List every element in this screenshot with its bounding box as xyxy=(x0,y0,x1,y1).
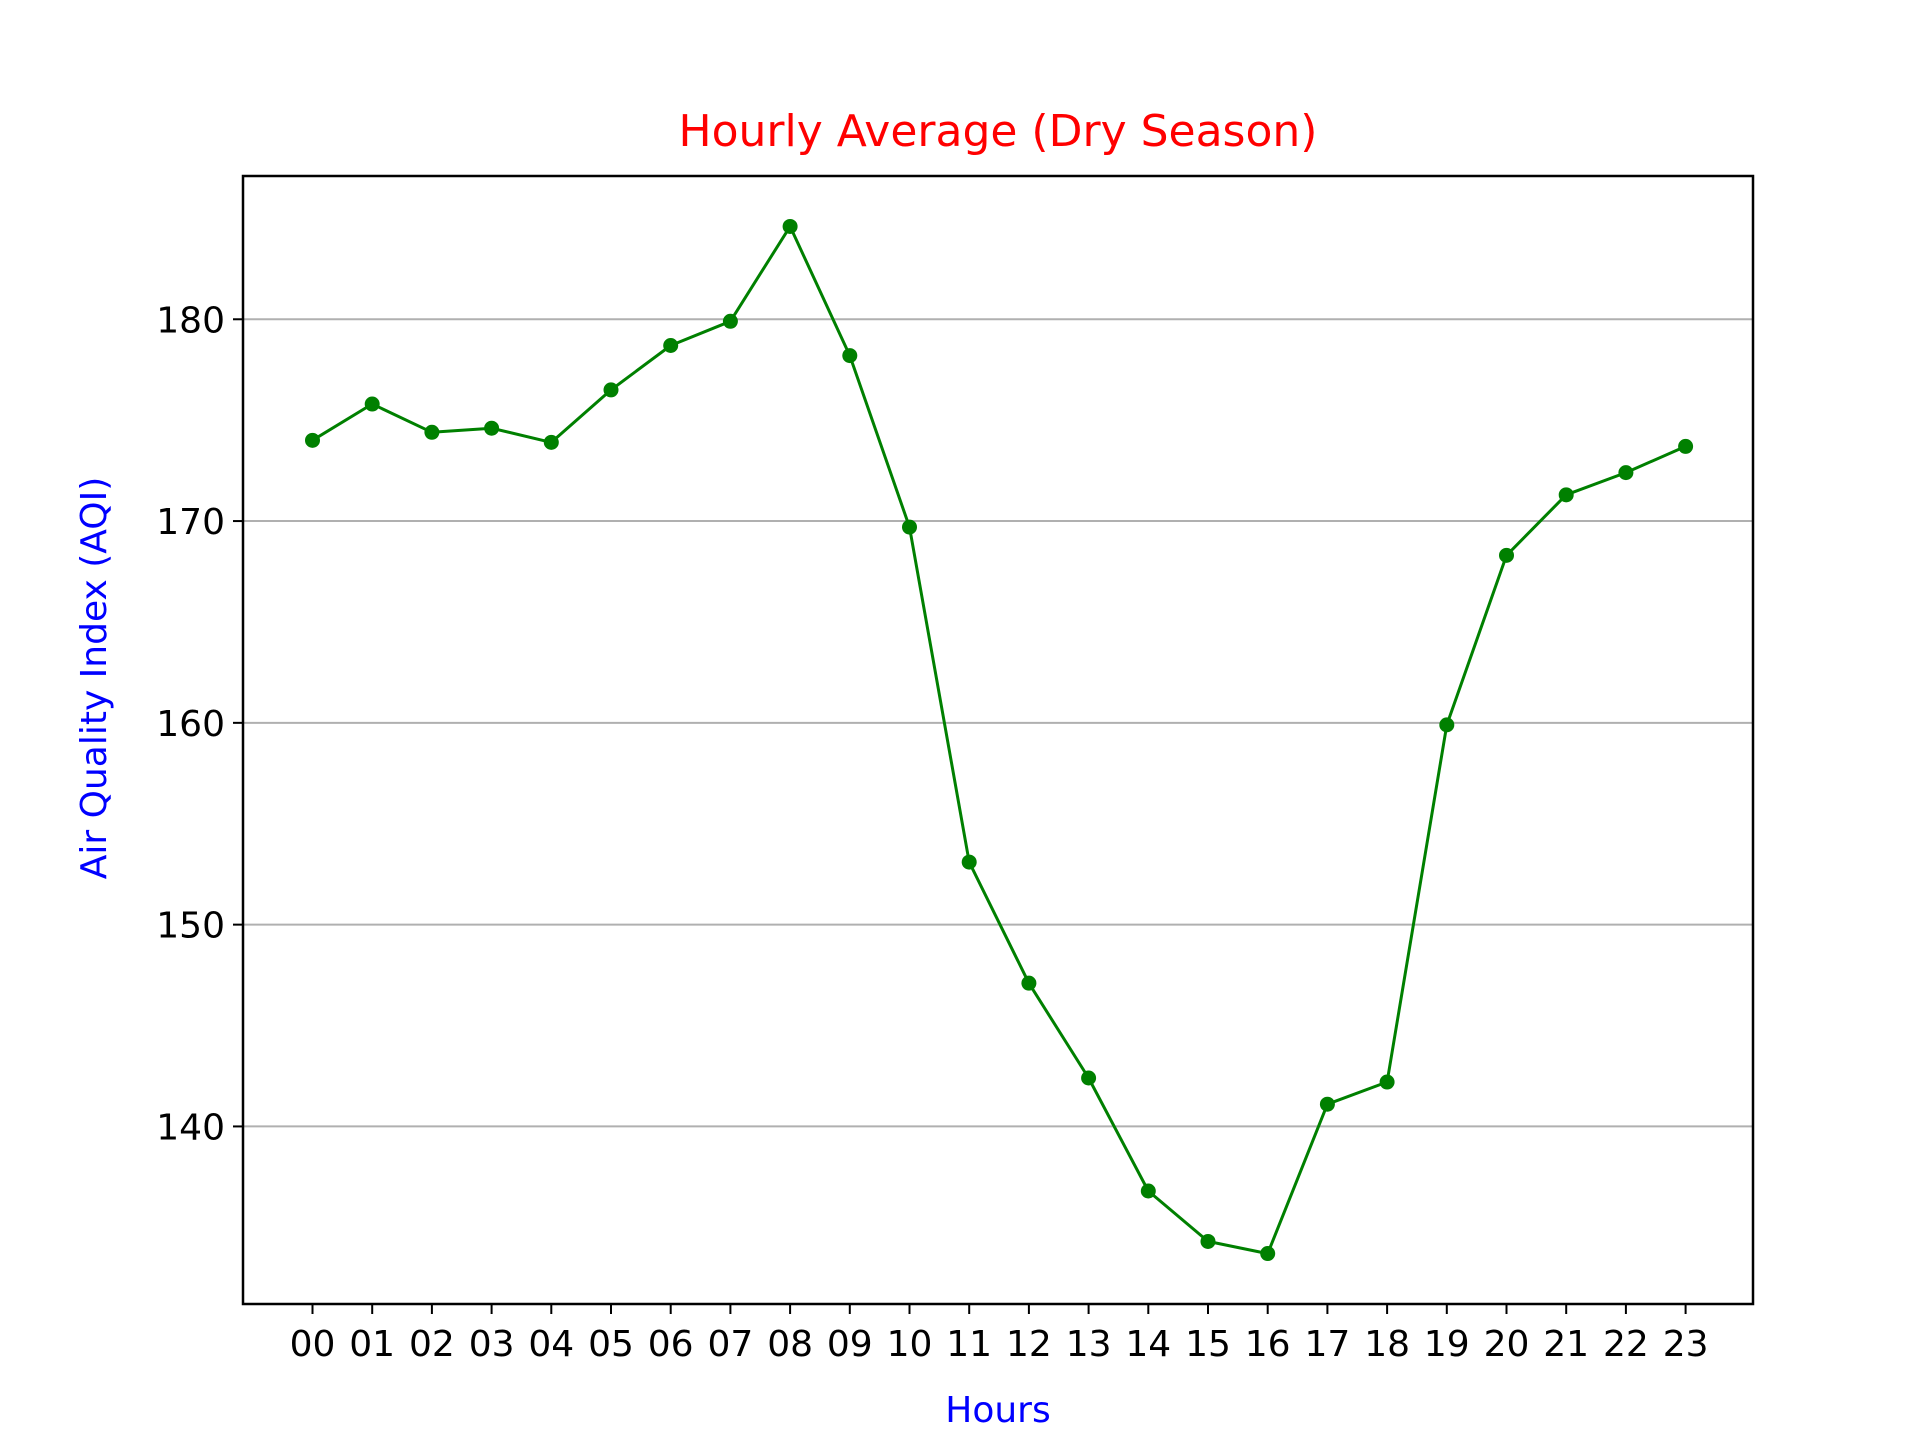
x-tick-label: 20 xyxy=(1484,1324,1530,1365)
data-point xyxy=(603,382,619,398)
x-tick-label: 09 xyxy=(827,1324,873,1365)
data-point xyxy=(484,420,500,436)
x-tick-label: 23 xyxy=(1663,1324,1709,1365)
x-tick-label: 11 xyxy=(946,1324,992,1365)
x-tick-label: 18 xyxy=(1364,1324,1410,1365)
x-tick-label: 14 xyxy=(1125,1324,1171,1365)
x-tick-label: 08 xyxy=(767,1324,813,1365)
y-tick-label: 180 xyxy=(156,300,225,341)
data-point xyxy=(1618,465,1634,481)
data-point xyxy=(961,854,977,870)
data-point xyxy=(1678,438,1694,454)
chart-title: Hourly Average (Dry Season) xyxy=(679,106,1318,157)
x-tick-label: 22 xyxy=(1603,1324,1649,1365)
plot-frame xyxy=(241,174,1755,1306)
x-tick-label: 05 xyxy=(588,1324,634,1365)
data-point xyxy=(364,396,380,412)
data-point xyxy=(424,424,440,440)
x-tick-label: 16 xyxy=(1245,1324,1291,1365)
x-tick-label: 01 xyxy=(349,1324,395,1365)
x-tick-label: 12 xyxy=(1006,1324,1052,1365)
data-point xyxy=(1558,487,1574,503)
x-axis-ticks: 00 01 02 03 04 05 06 07 08 09 10 11 12 13 14 15 16 17 18 19… xyxy=(290,1304,1709,1365)
data-point xyxy=(305,432,320,448)
y-axis-ticks: 140 150 160 170 180 xyxy=(156,300,243,1148)
x-tick-label: 02 xyxy=(409,1324,455,1365)
series-line xyxy=(311,224,1687,1256)
y-axis-title: Air Quality Index (AQI) xyxy=(74,477,115,880)
data-point xyxy=(1140,1183,1156,1199)
x-tick-label: 17 xyxy=(1304,1324,1350,1365)
data-point xyxy=(543,434,559,450)
y-tick-label: 160 xyxy=(156,704,225,745)
data-point xyxy=(842,348,858,364)
data-point xyxy=(1260,1246,1276,1262)
y-tick-label: 140 xyxy=(156,1107,225,1148)
x-tick-label: 03 xyxy=(469,1324,515,1365)
x-axis-title: Hours xyxy=(945,1390,1050,1431)
y-tick-label: 170 xyxy=(156,502,225,543)
x-tick-label: 13 xyxy=(1066,1324,1112,1365)
x-tick-label: 06 xyxy=(648,1324,694,1365)
data-point xyxy=(782,218,798,234)
data-point xyxy=(1439,717,1455,733)
grid-lines xyxy=(243,318,1753,1128)
data-point xyxy=(663,338,679,354)
x-tick-label: 19 xyxy=(1424,1324,1470,1365)
x-tick-label: 10 xyxy=(887,1324,933,1365)
data-point xyxy=(1379,1074,1395,1090)
x-tick-label: 07 xyxy=(707,1324,753,1365)
data-point xyxy=(722,313,738,329)
data-point xyxy=(1021,975,1037,991)
series-markers xyxy=(305,218,1694,1262)
data-point xyxy=(1499,547,1514,563)
data-point xyxy=(1200,1233,1216,1249)
x-tick-label: 21 xyxy=(1543,1324,1589,1365)
x-tick-label: 00 xyxy=(290,1324,336,1365)
data-point xyxy=(1081,1070,1097,1086)
data-point xyxy=(902,519,917,535)
data-point xyxy=(1319,1096,1335,1112)
y-tick-label: 150 xyxy=(156,906,225,947)
x-tick-label: 04 xyxy=(528,1324,574,1365)
x-tick-label: 15 xyxy=(1185,1324,1231,1365)
series-line-layer xyxy=(311,224,1687,1256)
